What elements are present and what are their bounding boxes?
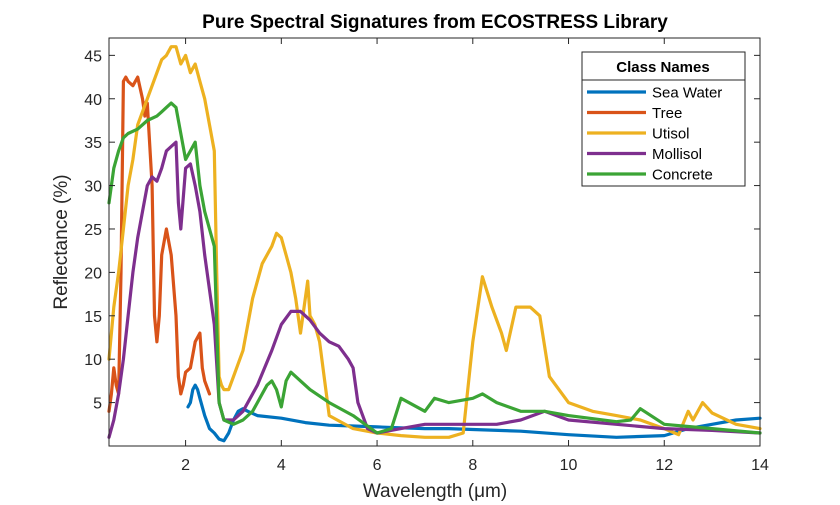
series-line-sea-water bbox=[186, 383, 762, 443]
y-tick-label: 45 bbox=[84, 48, 102, 65]
series-line-utisol bbox=[107, 45, 762, 439]
chart-title: Pure Spectral Signatures from ECOSTRESS … bbox=[202, 12, 668, 33]
legend-box bbox=[581, 51, 746, 187]
series-line-mollisol bbox=[107, 140, 762, 439]
x-tick-label: 4 bbox=[277, 457, 286, 474]
x-axis-label: Wavelength (μm) bbox=[363, 481, 507, 502]
y-tick-label: 30 bbox=[84, 179, 102, 196]
x-tick-label: 2 bbox=[181, 457, 190, 474]
axes-layer: 2 4 6 8 10 12 14 5 10 15 20 25 30 35 40 45 bbox=[84, 37, 769, 474]
legend-items: Sea Water Tree Utisol Mollisol Concrete bbox=[587, 85, 722, 184]
y-tick-label: 20 bbox=[84, 265, 102, 282]
x-tick-label: 6 bbox=[373, 457, 382, 474]
x-tick-label: 14 bbox=[751, 457, 769, 474]
axes-box bbox=[108, 37, 761, 447]
legend-label: Mollisol bbox=[652, 146, 702, 163]
legend-title: Class Names bbox=[616, 59, 709, 76]
legend-label: Concrete bbox=[652, 167, 713, 184]
series-layer bbox=[107, 45, 762, 443]
x-tick-label: 10 bbox=[560, 457, 578, 474]
y-tick-label: 35 bbox=[84, 135, 102, 152]
y-axis-label: Reflectance (%) bbox=[51, 174, 72, 309]
y-tick-label: 25 bbox=[84, 222, 102, 239]
legend-label: Utisol bbox=[652, 126, 690, 143]
x-tick-label: 12 bbox=[655, 457, 673, 474]
y-tick-label: 10 bbox=[84, 352, 102, 369]
legend-label: Tree bbox=[652, 105, 682, 122]
y-tick-label: 5 bbox=[93, 396, 102, 413]
legend-label: Sea Water bbox=[652, 85, 722, 102]
y-tick-label: 40 bbox=[84, 92, 102, 109]
legend: Class Names Sea Water Tree Utisol Mollisol C… bbox=[581, 51, 746, 187]
series-line-concrete bbox=[107, 101, 762, 435]
x-tick-label: 8 bbox=[468, 457, 477, 474]
y-tick-label: 15 bbox=[84, 309, 102, 326]
